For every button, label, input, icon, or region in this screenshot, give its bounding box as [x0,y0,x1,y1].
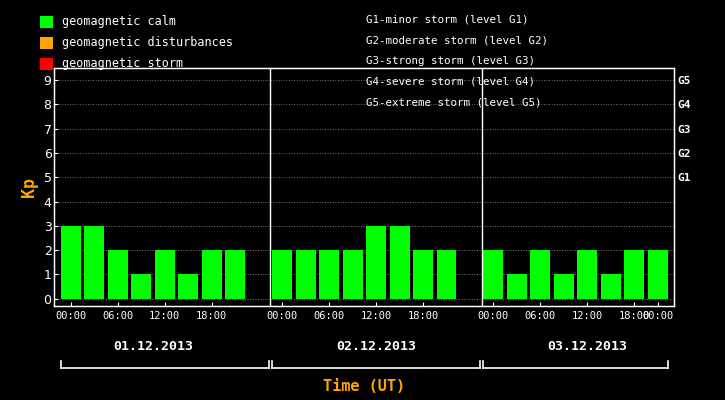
Bar [554,274,574,299]
Bar [61,226,80,299]
Bar [84,226,104,299]
Bar [531,250,550,299]
Bar [507,274,527,299]
Bar [648,250,668,299]
Bar [154,250,175,299]
Bar [624,250,645,299]
Bar [436,250,457,299]
Bar [296,250,315,299]
Text: 02.12.2013: 02.12.2013 [336,340,416,352]
Bar [319,250,339,299]
Bar [272,250,292,299]
Y-axis label: Kp: Kp [20,177,38,197]
Text: G4-severe storm (level G4): G4-severe storm (level G4) [366,77,535,87]
Bar [389,226,410,299]
Text: G2-moderate storm (level G2): G2-moderate storm (level G2) [366,35,548,45]
Text: Time (UT): Time (UT) [323,379,405,394]
Bar [601,274,621,299]
Text: G3-strong storm (level G3): G3-strong storm (level G3) [366,56,535,66]
Bar [413,250,433,299]
Bar [202,250,222,299]
Text: G5-extreme storm (level G5): G5-extreme storm (level G5) [366,97,542,107]
Bar [343,250,362,299]
Text: geomagnetic calm: geomagnetic calm [62,16,175,28]
Bar [484,250,503,299]
Text: geomagnetic storm: geomagnetic storm [62,57,183,70]
Text: 01.12.2013: 01.12.2013 [113,340,193,352]
Text: G1-minor storm (level G1): G1-minor storm (level G1) [366,14,529,24]
Bar [225,250,245,299]
Bar [131,274,152,299]
Bar [577,250,597,299]
Bar [178,274,198,299]
Text: geomagnetic disturbances: geomagnetic disturbances [62,36,233,49]
Text: 03.12.2013: 03.12.2013 [547,340,627,352]
Bar [366,226,386,299]
Bar [108,250,128,299]
